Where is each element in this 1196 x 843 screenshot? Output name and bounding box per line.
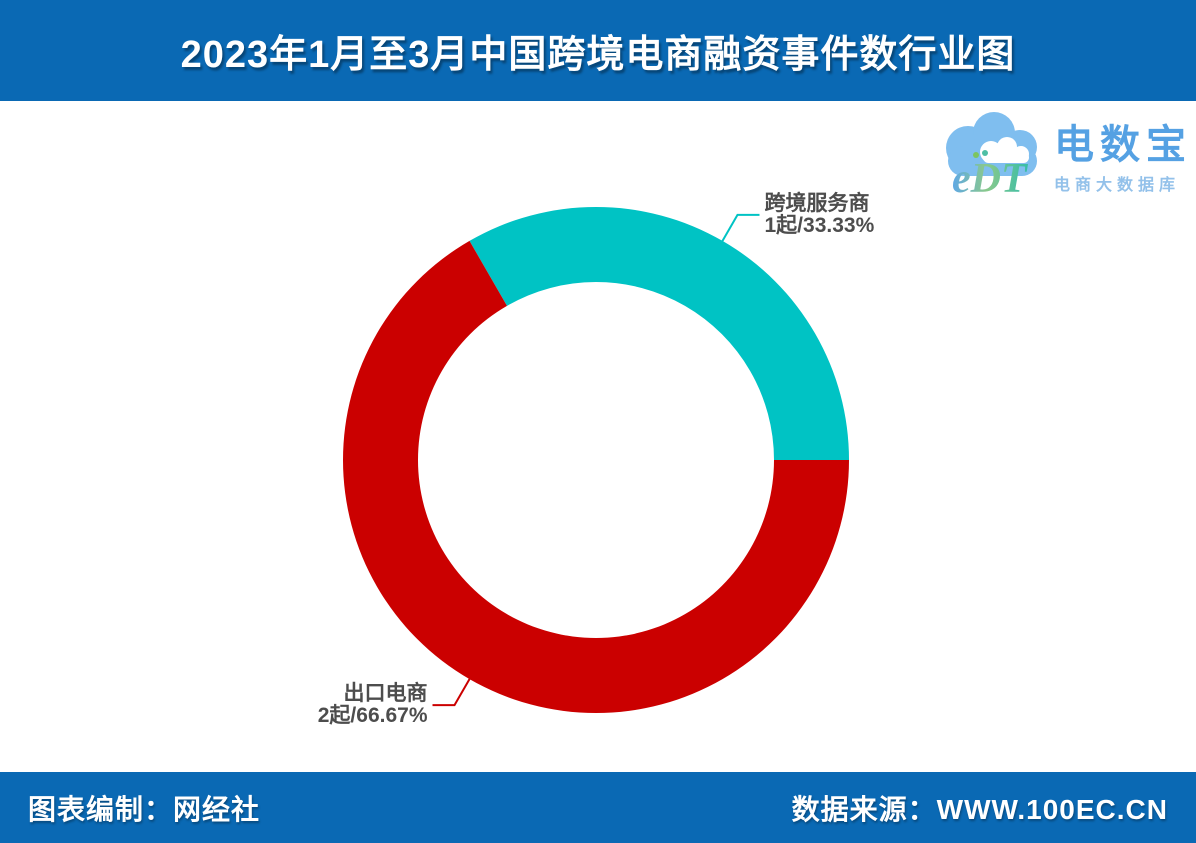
logo-text: 电数宝 电商大数据库 <box>1054 124 1192 195</box>
cloud-icon: eDT <box>946 112 1037 202</box>
edt-monogram: eDT <box>952 156 1029 202</box>
label-line-2 <box>432 677 471 707</box>
donut-slice-1[interactable] <box>469 207 850 460</box>
edt-logo: eDT 电数宝 电商大数据库 <box>938 106 1190 208</box>
slice-label-1: 跨境服务商 1起/33.33% <box>764 191 875 237</box>
logo-subtitle: 电商大数据库 <box>1054 177 1181 194</box>
chart-title: 2023年1月至3月中国跨境电商融资事件数行业图 <box>180 34 1016 76</box>
title-bar: 2023年1月至3月中国跨境电商融资事件数行业图 <box>0 0 1196 101</box>
footer-bar: 图表编制：网经社 数据来源：WWW.100EC.CN <box>0 772 1196 843</box>
donut-slice-2[interactable] <box>343 240 849 714</box>
footer-credit: 图表编制：网经社 <box>28 793 261 825</box>
label-line-1 <box>721 213 760 243</box>
slice-label-2: 出口电商 2起/66.67% <box>317 682 428 728</box>
footer-source: 数据来源：WWW.100EC.CN <box>791 793 1168 825</box>
logo-brand: 电数宝 <box>1054 123 1192 167</box>
